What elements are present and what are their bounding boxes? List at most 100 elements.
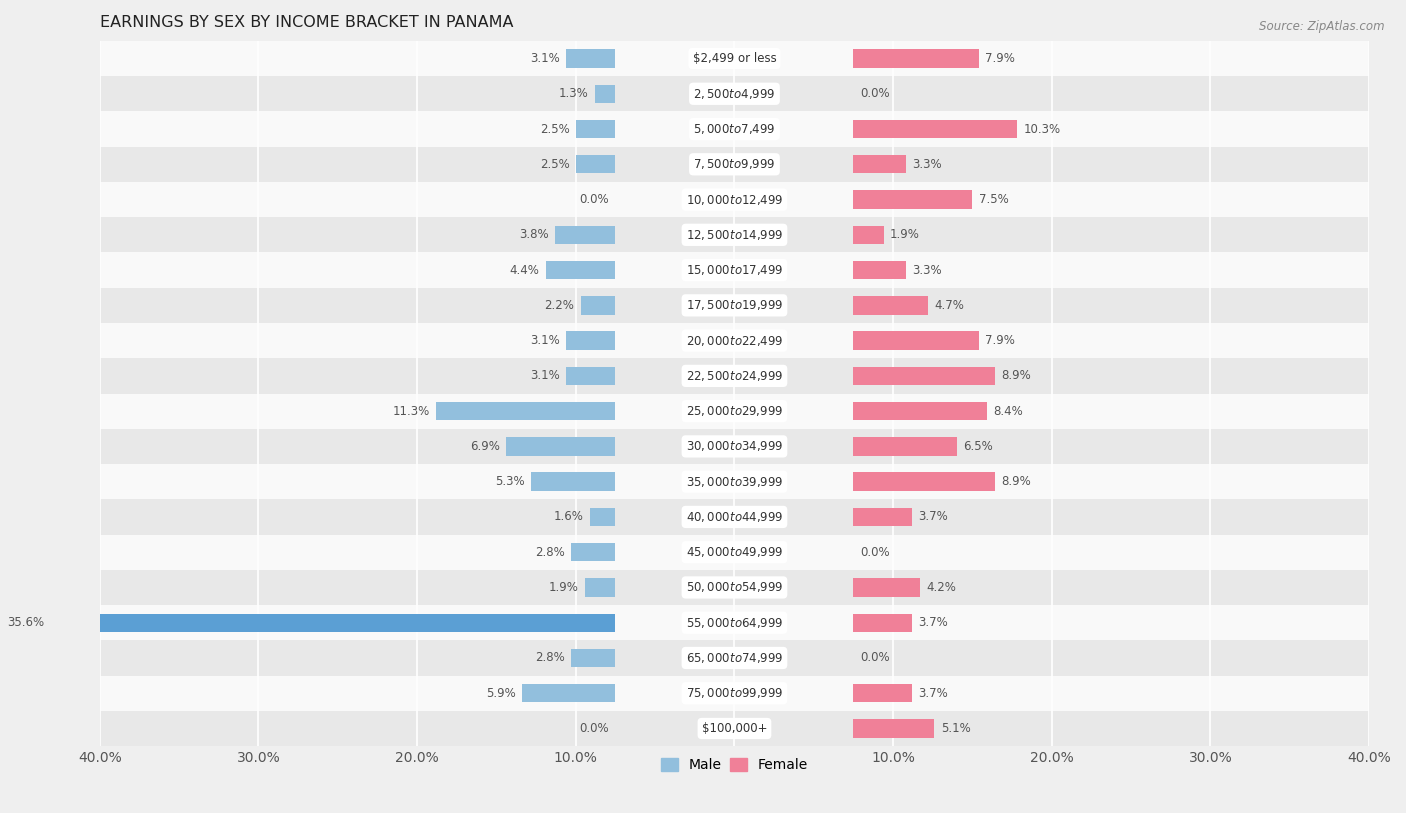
Bar	[100, 76, 1369, 111]
Text: 11.3%: 11.3%	[392, 405, 430, 418]
Bar	[100, 641, 1369, 676]
Bar	[100, 464, 1369, 499]
Bar	[522, 684, 616, 702]
Bar	[567, 367, 616, 385]
Bar	[853, 367, 994, 385]
Text: 1.9%: 1.9%	[550, 581, 579, 594]
Bar	[546, 261, 616, 279]
Text: 4.2%: 4.2%	[927, 581, 956, 594]
Text: 0.0%: 0.0%	[579, 722, 609, 735]
Bar	[571, 649, 616, 667]
Bar	[853, 261, 905, 279]
Text: $17,500 to $19,999: $17,500 to $19,999	[686, 298, 783, 312]
Text: $40,000 to $44,999: $40,000 to $44,999	[686, 510, 783, 524]
Text: $7,500 to $9,999: $7,500 to $9,999	[693, 157, 776, 172]
Text: 7.5%: 7.5%	[979, 193, 1008, 206]
Text: $15,000 to $17,499: $15,000 to $17,499	[686, 263, 783, 277]
Bar	[531, 472, 616, 491]
Bar	[853, 684, 912, 702]
Text: 3.1%: 3.1%	[530, 369, 560, 382]
Bar	[100, 41, 1369, 76]
Bar	[100, 499, 1369, 535]
Text: 8.9%: 8.9%	[1001, 475, 1031, 488]
Text: 6.9%: 6.9%	[470, 440, 499, 453]
Bar	[100, 253, 1369, 288]
Text: $12,500 to $14,999: $12,500 to $14,999	[686, 228, 783, 241]
Bar	[853, 296, 928, 315]
Bar	[51, 614, 616, 632]
Text: 4.7%: 4.7%	[935, 299, 965, 312]
Text: $55,000 to $64,999: $55,000 to $64,999	[686, 615, 783, 630]
Bar	[853, 50, 979, 67]
Bar	[555, 226, 616, 244]
Bar	[853, 332, 979, 350]
Bar	[853, 226, 883, 244]
Bar	[100, 605, 1369, 641]
Bar	[100, 146, 1369, 182]
Bar	[567, 50, 616, 67]
Text: $22,500 to $24,999: $22,500 to $24,999	[686, 369, 783, 383]
Text: $5,000 to $7,499: $5,000 to $7,499	[693, 122, 776, 136]
Text: 6.5%: 6.5%	[963, 440, 993, 453]
Text: $100,000+: $100,000+	[702, 722, 768, 735]
Text: 2.8%: 2.8%	[534, 546, 565, 559]
Bar	[853, 508, 912, 526]
Bar	[100, 711, 1369, 746]
Text: 8.4%: 8.4%	[993, 405, 1022, 418]
Bar	[436, 402, 616, 420]
Bar	[853, 720, 935, 737]
Bar	[853, 578, 920, 597]
Text: 3.7%: 3.7%	[918, 511, 948, 524]
Text: 2.8%: 2.8%	[534, 651, 565, 664]
Text: $10,000 to $12,499: $10,000 to $12,499	[686, 193, 783, 207]
Text: 1.9%: 1.9%	[890, 228, 920, 241]
Text: 0.0%: 0.0%	[860, 87, 890, 100]
Text: 8.9%: 8.9%	[1001, 369, 1031, 382]
Text: 10.3%: 10.3%	[1024, 123, 1060, 136]
Bar	[576, 155, 616, 173]
Text: $2,500 to $4,999: $2,500 to $4,999	[693, 87, 776, 101]
Text: 0.0%: 0.0%	[860, 546, 890, 559]
Text: $25,000 to $29,999: $25,000 to $29,999	[686, 404, 783, 418]
Text: 3.3%: 3.3%	[912, 158, 942, 171]
Bar	[853, 190, 973, 209]
Bar	[853, 472, 994, 491]
Bar	[853, 437, 956, 455]
Bar	[853, 402, 987, 420]
Bar	[100, 182, 1369, 217]
Bar	[567, 332, 616, 350]
Text: 4.4%: 4.4%	[509, 263, 540, 276]
Text: 3.1%: 3.1%	[530, 52, 560, 65]
Text: $75,000 to $99,999: $75,000 to $99,999	[686, 686, 783, 700]
Bar	[853, 614, 912, 632]
Text: 35.6%: 35.6%	[7, 616, 44, 629]
Bar	[100, 393, 1369, 428]
Text: 1.3%: 1.3%	[558, 87, 589, 100]
Text: 3.7%: 3.7%	[918, 616, 948, 629]
Bar	[100, 535, 1369, 570]
Text: EARNINGS BY SEX BY INCOME BRACKET IN PANAMA: EARNINGS BY SEX BY INCOME BRACKET IN PAN…	[100, 15, 513, 30]
Bar	[585, 578, 616, 597]
Legend: Male, Female: Male, Female	[655, 753, 814, 778]
Text: $35,000 to $39,999: $35,000 to $39,999	[686, 475, 783, 489]
Text: $65,000 to $74,999: $65,000 to $74,999	[686, 651, 783, 665]
Bar	[595, 85, 616, 103]
Text: 0.0%: 0.0%	[860, 651, 890, 664]
Bar	[100, 428, 1369, 464]
Bar	[571, 543, 616, 561]
Bar	[100, 570, 1369, 605]
Bar	[100, 288, 1369, 323]
Bar	[100, 359, 1369, 393]
Text: 3.8%: 3.8%	[519, 228, 548, 241]
Bar	[853, 120, 1017, 138]
Text: 3.3%: 3.3%	[912, 263, 942, 276]
Text: 1.6%: 1.6%	[554, 511, 583, 524]
Bar	[576, 120, 616, 138]
Text: 5.9%: 5.9%	[485, 687, 516, 700]
Text: 2.5%: 2.5%	[540, 123, 569, 136]
Text: Source: ZipAtlas.com: Source: ZipAtlas.com	[1260, 20, 1385, 33]
Bar	[100, 323, 1369, 359]
Text: 5.3%: 5.3%	[495, 475, 524, 488]
Bar	[100, 111, 1369, 146]
Text: 3.1%: 3.1%	[530, 334, 560, 347]
